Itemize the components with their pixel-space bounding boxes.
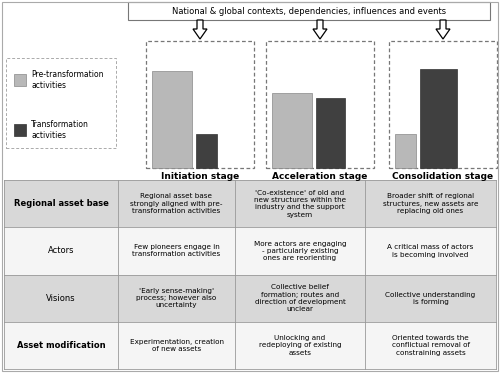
Text: National & global contexts, dependencies, influences and events: National & global contexts, dependencies…: [172, 6, 446, 16]
Text: 'Co-existence' of old and
new structures within the
industry and the support
sys: 'Co-existence' of old and new structures…: [254, 190, 346, 217]
Text: Oriented towards the
conflictual removal of
constraining assets: Oriented towards the conflictual removal…: [392, 335, 469, 355]
Text: More actors are engaging
- particularly existing
ones are reorienting: More actors are engaging - particularly …: [254, 241, 346, 261]
Bar: [420, 69, 457, 168]
Text: Broader shift of regional
structures, new assets are
replacing old ones: Broader shift of regional structures, ne…: [383, 193, 478, 214]
Text: Few pioneers engage in
transformation activities: Few pioneers engage in transformation ac…: [132, 244, 220, 257]
Text: Actors: Actors: [48, 247, 74, 256]
Bar: [266, 41, 374, 168]
Bar: [14, 74, 26, 86]
Bar: [14, 124, 26, 136]
Bar: [4, 227, 496, 275]
Text: A critical mass of actors
is becoming involved: A critical mass of actors is becoming in…: [388, 244, 474, 257]
Polygon shape: [193, 20, 207, 39]
Text: 'Early sense-making'
process; however also
uncertainty: 'Early sense-making' process; however al…: [136, 288, 216, 308]
Polygon shape: [436, 20, 450, 39]
Text: Visions: Visions: [46, 294, 76, 303]
Text: Regional asset base: Regional asset base: [14, 199, 108, 208]
Bar: [128, 2, 490, 20]
Bar: [272, 93, 312, 168]
Text: Pre-transformation
activities: Pre-transformation activities: [31, 70, 104, 90]
Text: Unlocking and
redeploying of existing
assets: Unlocking and redeploying of existing as…: [258, 335, 342, 355]
Bar: [4, 180, 496, 227]
Bar: [4, 322, 496, 369]
Text: Transformation
activities: Transformation activities: [31, 120, 89, 140]
Text: Asset modification: Asset modification: [16, 341, 106, 350]
Text: Acceleration stage: Acceleration stage: [272, 172, 368, 181]
Bar: [152, 71, 192, 168]
Text: Consolidation stage: Consolidation stage: [392, 172, 494, 181]
Text: Initiation stage: Initiation stage: [161, 172, 239, 181]
Text: Experimentation, creation
of new assets: Experimentation, creation of new assets: [130, 339, 224, 352]
Bar: [146, 41, 254, 168]
Bar: [316, 98, 345, 168]
Text: Collective understanding
is forming: Collective understanding is forming: [386, 292, 476, 305]
Bar: [4, 275, 496, 322]
Bar: [395, 134, 416, 168]
Bar: [389, 41, 497, 168]
Text: Regional asset base
strongly aligned with pre-
transformation activities: Regional asset base strongly aligned wit…: [130, 193, 223, 214]
Polygon shape: [313, 20, 327, 39]
Text: Collective belief
formation; routes and
direction of development
unclear: Collective belief formation; routes and …: [254, 284, 346, 312]
Bar: [196, 134, 218, 168]
Bar: [6, 58, 116, 148]
